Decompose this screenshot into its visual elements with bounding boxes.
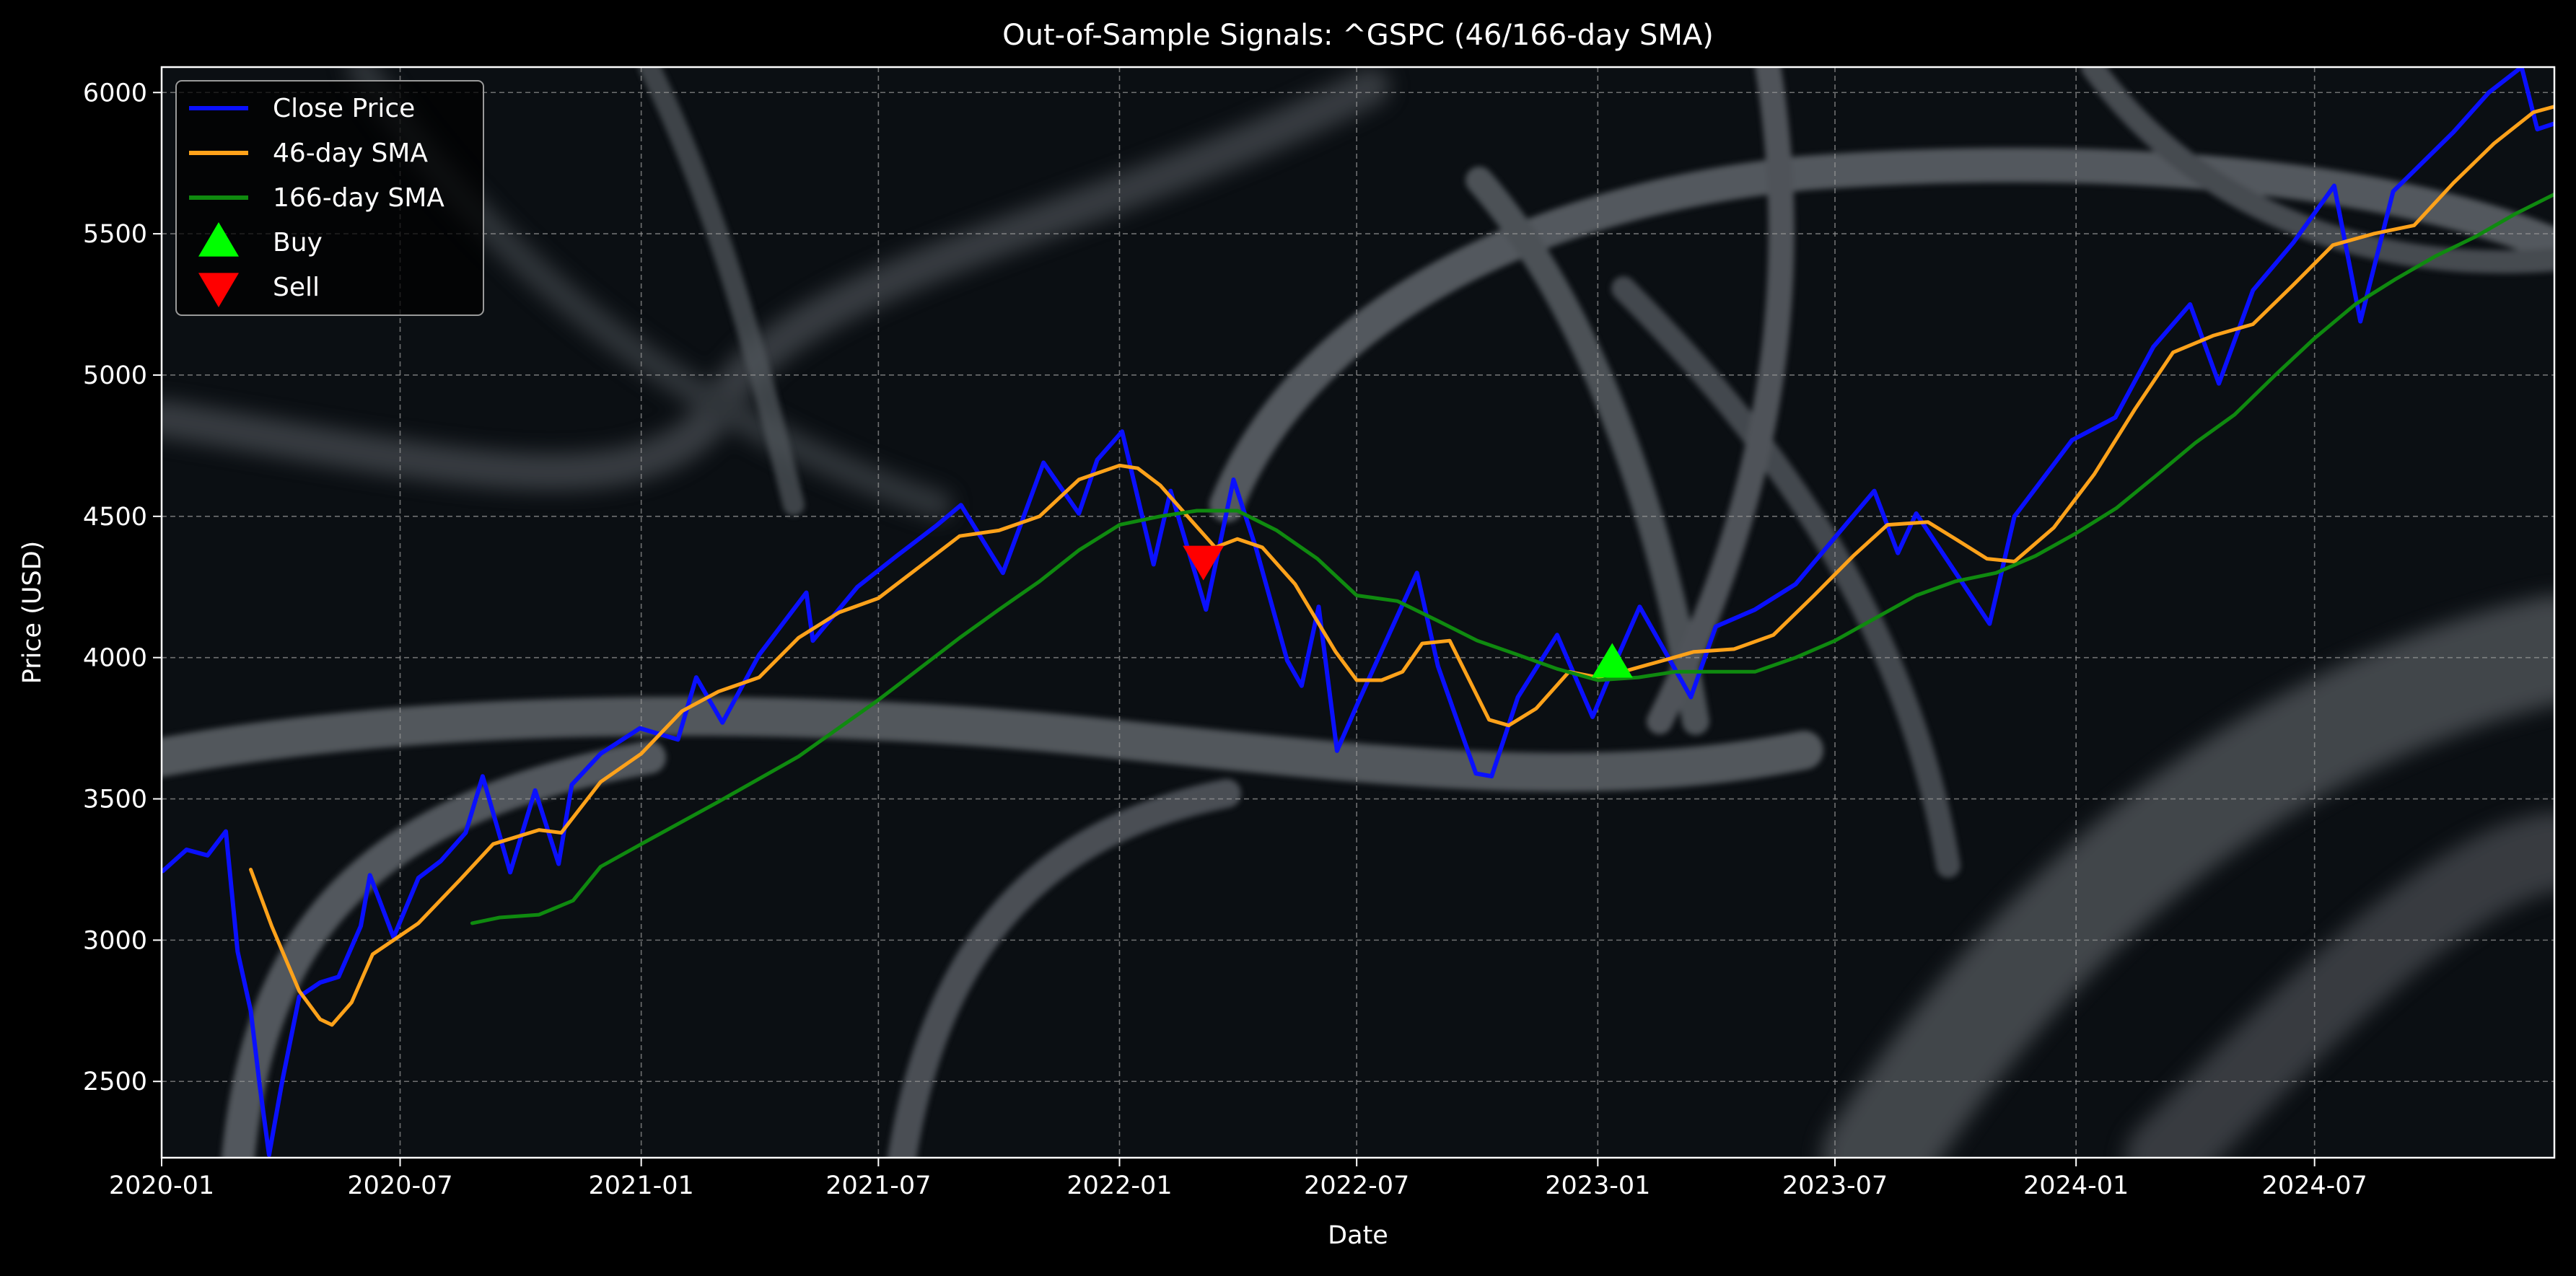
y-axis-ticks: 2500 3000 3500 4000 4500 5000 5500 6000 [83, 79, 162, 1096]
plot-background [162, 67, 2554, 1158]
x-tick-label: 2020-07 [347, 1171, 452, 1200]
buy-signal-marker [1591, 643, 1633, 678]
legend-label: 46-day SMA [273, 138, 428, 168]
x-axis-ticks: 2020-01 2020-07 2021-01 2021-07 2022-01 2022-… [109, 1158, 2367, 1200]
legend-label: 166-day SMA [273, 183, 444, 213]
legend-label: Sell [273, 273, 320, 302]
x-tick-label: 2021-01 [589, 1171, 694, 1200]
legend-label: Close Price [273, 94, 415, 123]
y-tick-label: 5000 [83, 361, 147, 390]
x-tick-label: 2021-07 [825, 1171, 931, 1200]
y-tick-label: 4500 [83, 503, 147, 532]
signal-markers [1183, 545, 1633, 678]
x-tick-label: 2023-01 [1545, 1171, 1650, 1200]
legend-label: Buy [273, 228, 323, 258]
x-tick-label: 2024-01 [2023, 1171, 2129, 1200]
y-tick-label: 5500 [83, 220, 147, 249]
x-tick-label: 2023-07 [1782, 1171, 1888, 1200]
x-tick-label: 2024-07 [2262, 1171, 2367, 1200]
x-tick-label: 2020-01 [109, 1171, 214, 1200]
x-tick-label: 2022-01 [1066, 1171, 1172, 1200]
sma-46-line [249, 105, 2554, 1027]
chart-title: Out-of-Sample Signals: ^GSPC (46/166-day… [1002, 19, 1714, 52]
series-lines [162, 67, 2554, 1158]
legend-box [175, 80, 484, 316]
close-price-line [162, 67, 2554, 1158]
y-tick-label: 2500 [83, 1068, 147, 1096]
y-tick-label: 6000 [83, 79, 147, 107]
x-axis-label: Date [1328, 1221, 1388, 1250]
dna-background-image [162, 67, 2554, 1158]
x-tick-label: 2022-07 [1304, 1171, 1409, 1200]
legend-swatch [198, 222, 239, 257]
legend: Close Price 46-day SMA 166-day SMA Buy Sell [175, 80, 484, 316]
y-tick-label: 4000 [83, 644, 147, 673]
plot-frame [160, 66, 2556, 1159]
y-tick-label: 3500 [83, 786, 147, 814]
sell-signal-marker [1183, 545, 1225, 581]
y-tick-label: 3000 [83, 926, 147, 955]
grid-lines [161, 67, 2554, 1158]
y-axis-label: Price (USD) [18, 541, 47, 685]
legend-swatch [198, 273, 239, 307]
sma-166-line [470, 192, 2554, 925]
